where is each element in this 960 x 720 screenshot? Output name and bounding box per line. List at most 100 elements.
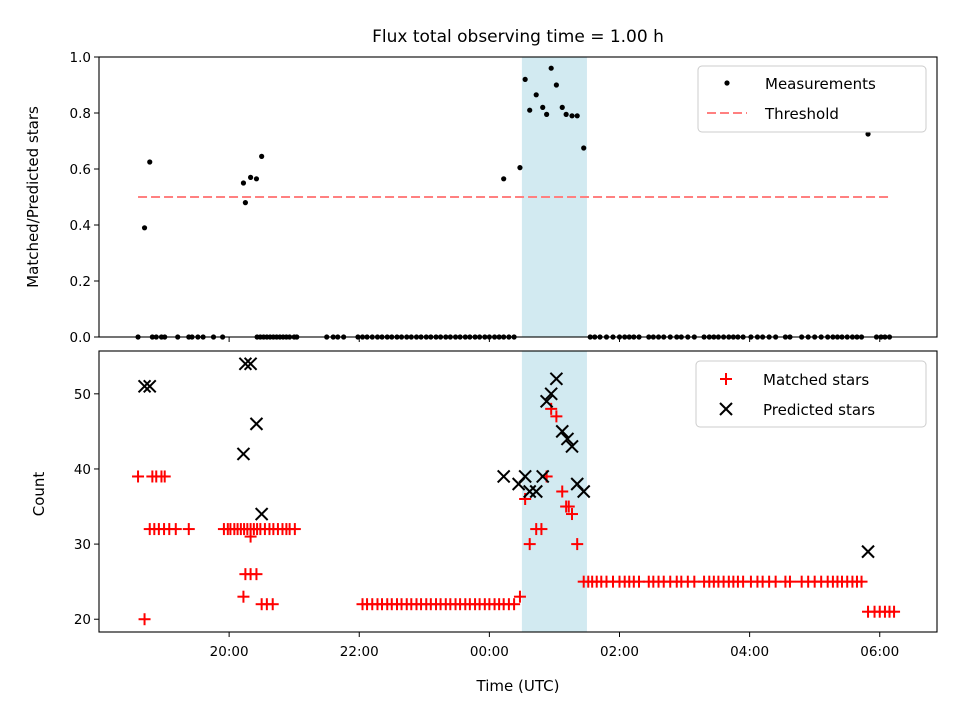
measurement-point — [527, 107, 533, 113]
top-legend-box — [697, 65, 927, 133]
bottom-y-tick-label: 20 — [74, 612, 91, 628]
matched-stars-point — [237, 590, 250, 603]
matched-stars-point — [513, 590, 526, 603]
measurement-point — [581, 145, 587, 151]
predicted-stars-point — [238, 357, 253, 371]
matched-stars-point — [571, 538, 584, 551]
matched-stars-point — [566, 508, 579, 521]
predicted-stars-point — [577, 484, 591, 499]
top-y-tick-label: 1.0 — [70, 50, 91, 66]
bottom-y-tick-label: 30 — [74, 537, 91, 553]
measurement-point — [540, 104, 546, 110]
measurement-point — [522, 76, 528, 82]
legend-matched-label: Matched stars — [763, 371, 869, 389]
legend-predicted-label: Predicted stars — [763, 401, 875, 419]
top-y-tick-label: 0.6 — [70, 162, 91, 178]
predicted-stars-point — [496, 469, 511, 484]
matched-stars-point — [182, 523, 195, 536]
predicted-stars-point — [565, 439, 579, 454]
measurement-point — [569, 113, 575, 119]
matched-stars-point — [288, 523, 301, 536]
legend-predicted-marker — [719, 402, 733, 416]
top-chart-title: Flux total observing time = 1.00 h — [372, 27, 664, 47]
measurement-point — [553, 82, 559, 88]
matched-stars-point — [855, 575, 868, 588]
measurement-point — [141, 225, 148, 231]
bottom-y-tick-label: 40 — [74, 462, 91, 478]
predicted-stars-point — [137, 379, 152, 394]
x-tick-label: 06:00 — [860, 644, 899, 660]
matched-stars-point — [244, 530, 257, 543]
bottom-y-axis-label: Count — [30, 472, 48, 517]
matched-stars-point — [508, 598, 521, 611]
matched-stars-point — [266, 598, 279, 611]
top-y-axis-label: Matched/Predicted stars — [24, 106, 42, 288]
measurement-point — [548, 65, 554, 71]
matched-stars-point — [169, 523, 182, 536]
measurement-point — [259, 153, 265, 159]
predicted-stars-point — [861, 544, 875, 559]
matched-stars-point — [783, 575, 796, 588]
matched-stars-point — [250, 568, 263, 581]
measurement-point — [147, 159, 153, 165]
x-axis-label: Time (UTC) — [476, 677, 560, 695]
measurement-point — [865, 131, 871, 137]
bottom-legend: Matched stars Predicted stars — [695, 360, 927, 428]
matched-stars-point — [132, 470, 145, 483]
x-tick-label: 20:00 — [210, 644, 249, 660]
top-y-tick-label: 0.4 — [70, 218, 91, 234]
matched-stars-point — [523, 538, 536, 551]
top-y-tick-label: 0.0 — [70, 330, 91, 346]
measurement-point — [559, 104, 565, 110]
top-legend: Measurements Threshold — [697, 65, 927, 133]
matched-stars-point — [556, 485, 569, 498]
measurement-point — [247, 174, 254, 180]
measurement-point — [517, 165, 523, 171]
predicted-stars-point — [544, 387, 558, 401]
measurement-point — [253, 176, 260, 182]
measurement-point — [544, 111, 550, 117]
legend-measurements-marker — [724, 80, 730, 86]
predicted-stars-point — [529, 484, 543, 499]
measurement-point — [563, 111, 569, 117]
bottom-y-tick-label: 50 — [74, 387, 91, 403]
predicted-stars-point — [236, 447, 251, 461]
top-panel: Flux total observing time = 1.00 h 0.0 0.… — [24, 27, 938, 346]
matched-stars-point — [535, 523, 548, 536]
x-tick-label: 04:00 — [730, 644, 769, 660]
x-tick-label: 02:00 — [600, 644, 639, 660]
matched-stars-point — [138, 613, 151, 626]
x-tick-label: 22:00 — [340, 644, 379, 660]
predicted-stars-point — [518, 469, 532, 484]
measurement-point — [242, 200, 248, 206]
matched-stars-point — [562, 500, 575, 513]
top-plot-frame — [98, 56, 938, 338]
predicted-stars-point — [249, 417, 264, 431]
predicted-stars-point — [555, 424, 569, 439]
predicted-stars-point — [254, 507, 269, 521]
top-y-tick-label: 0.2 — [70, 274, 91, 290]
legend-matched-marker — [720, 373, 732, 385]
matched-stars-point — [888, 605, 901, 618]
predicted-stars-point — [536, 469, 550, 484]
predicted-stars-point — [243, 357, 258, 371]
predicted-stars-point — [523, 484, 537, 499]
predicted-stars-point — [143, 379, 157, 394]
x-tick-label: 00:00 — [470, 644, 509, 660]
predicted-stars-point — [549, 372, 564, 386]
legend-threshold-label: Threshold — [764, 105, 839, 123]
bottom-legend-box — [695, 360, 927, 428]
measurement-point — [240, 180, 247, 186]
measurement-point — [574, 113, 580, 119]
bottom-plot-frame — [98, 350, 938, 633]
measurement-point — [501, 176, 507, 182]
predicted-stars-point — [539, 394, 554, 409]
top-y-tick-label: 0.8 — [70, 106, 91, 122]
legend-measurements-label: Measurements — [765, 75, 876, 93]
matched-stars-point — [550, 410, 563, 423]
measurement-point — [533, 92, 539, 98]
bottom-highlight-span — [521, 351, 587, 632]
predicted-stars-point — [560, 432, 575, 446]
